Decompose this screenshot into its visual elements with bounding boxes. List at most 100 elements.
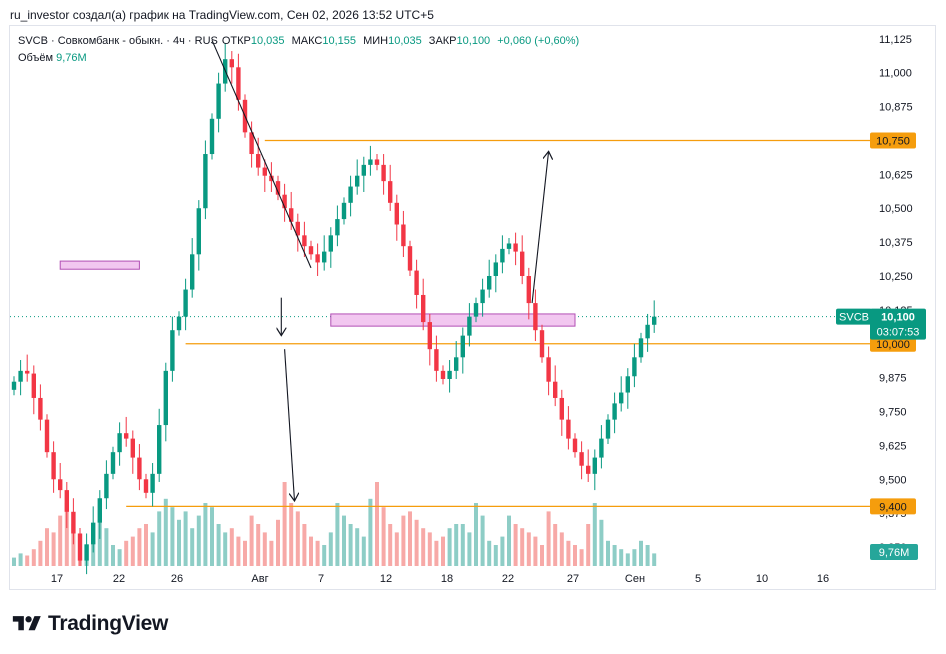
candle-body [84, 544, 89, 561]
symbol-legend[interactable]: SVCB · Совкомбанк - обыкн. · 4ч · RUS ОТК… [18, 35, 583, 47]
change-value: +0,060 (+0,60%) [497, 35, 580, 47]
y-tick-label: 9,750 [879, 407, 907, 419]
y-tick-label: 11,125 [879, 34, 912, 46]
candle-body [619, 392, 624, 404]
volume-bar [177, 519, 181, 566]
candle-body [183, 289, 188, 317]
candle-body [513, 243, 518, 252]
x-tick-label: 27 [567, 573, 579, 585]
highlight-zone [330, 313, 576, 327]
candle-body [480, 289, 485, 304]
candle-body [374, 159, 380, 165]
y-tick-label: 10,375 [879, 237, 913, 249]
volume-bar [361, 536, 366, 566]
volume-bar [12, 557, 16, 566]
volume-bar [315, 540, 320, 566]
candle-body [275, 181, 281, 195]
volume-tag [870, 544, 918, 560]
candle-body [447, 370, 452, 379]
volume-bar [236, 536, 241, 566]
low-label: МИН [363, 35, 389, 47]
brand-name: TradingView [48, 612, 169, 635]
candle-body [407, 246, 413, 271]
candle-body [117, 433, 122, 453]
candle-body [348, 186, 353, 203]
candle-body [322, 251, 327, 263]
open-value: 10,035 [250, 35, 285, 47]
volume-bar [163, 498, 168, 566]
volume-bar [599, 519, 604, 566]
volume-bar [243, 540, 247, 566]
y-tick-label: 11,000 [879, 68, 912, 80]
candle-body [262, 167, 267, 176]
candle-body [216, 83, 221, 119]
trend-arrow [284, 349, 295, 501]
candle-body [190, 254, 195, 290]
volume-bar [18, 553, 23, 566]
volume-bar [586, 524, 591, 566]
volume-bar [38, 540, 43, 566]
volume-bar [474, 503, 478, 566]
level-price-tag [870, 132, 916, 149]
tradingview-brand[interactable]: TradingView [12, 612, 168, 636]
candle-body [302, 235, 307, 247]
candle-body [487, 275, 492, 290]
candle-body [592, 457, 597, 474]
volume-bar [606, 540, 610, 566]
volume-bar [566, 540, 571, 566]
candle-body [533, 303, 538, 331]
candle-body [559, 397, 564, 420]
candle-body [18, 370, 23, 382]
candle-body [652, 316, 657, 325]
x-tick-label: 16 [817, 573, 829, 585]
candle-body [328, 235, 333, 252]
volume-bar [639, 540, 643, 566]
volume-bar [507, 515, 511, 566]
volume-bar [546, 511, 551, 566]
volume-bar [157, 511, 162, 566]
volume-bar [91, 540, 96, 566]
candle-body [11, 381, 17, 390]
candle-body [599, 438, 604, 458]
candle-body [64, 490, 69, 512]
candle-body [638, 338, 644, 358]
symbol-tag [836, 308, 872, 325]
level-price-tag [870, 335, 916, 352]
volume-value: 9,76M [56, 52, 87, 64]
candle-body [572, 438, 578, 453]
x-tick-label: 22 [502, 573, 514, 585]
volume-bar [97, 519, 102, 566]
x-tick-label: 26 [171, 573, 183, 585]
level-price-text: 10,000 [876, 339, 910, 351]
x-tick-label: 18 [441, 573, 453, 585]
volume-bar [388, 524, 393, 566]
candle-body [427, 322, 432, 350]
volume-bar [394, 532, 399, 566]
high-label: МАКС [291, 35, 323, 47]
volume-bar [196, 515, 201, 566]
volume-bar [210, 507, 214, 566]
candle-body [612, 403, 617, 420]
candle-body [236, 67, 241, 100]
high-value: 10,155 [322, 35, 356, 47]
candle-body [506, 243, 512, 249]
candle-body [355, 175, 360, 187]
highlight-zone [59, 260, 140, 270]
volume-legend[interactable]: Объём 9,76M [18, 52, 87, 64]
volume-bar [170, 507, 175, 566]
volume-tag-text: 9,76M [879, 547, 910, 559]
candle-body [157, 425, 162, 474]
trend-line [211, 39, 312, 269]
volume-bar [645, 545, 650, 566]
volume-bar [381, 507, 386, 566]
volume-bar [454, 524, 459, 566]
symbol-tag-text: SVCB [839, 312, 869, 324]
y-tick-label: 9,875 [879, 373, 907, 385]
volume-bar [348, 524, 353, 566]
volume-bar [579, 549, 584, 566]
volume-bar [117, 549, 122, 566]
volume-bar [619, 549, 624, 566]
volume-bar [612, 545, 617, 566]
symbol-title[interactable]: SVCB · Совкомбанк - обыкн. · 4ч · RUS [18, 35, 218, 47]
